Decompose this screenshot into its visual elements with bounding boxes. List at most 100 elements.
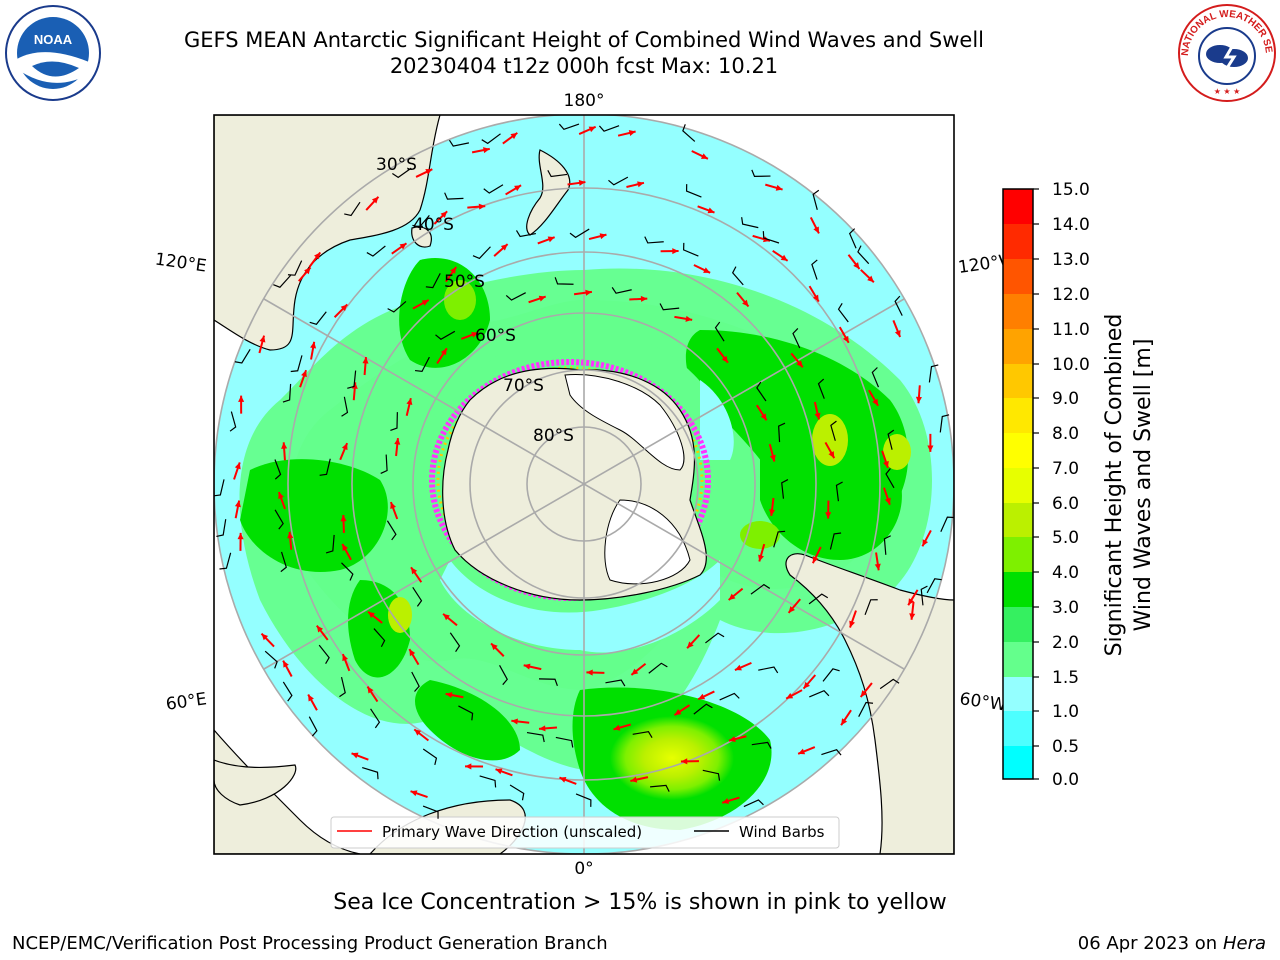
wind-barb: [390, 412, 398, 432]
wind-barb: [505, 292, 526, 301]
lat-label-60s: 60°S: [475, 326, 516, 346]
wind-barb: [829, 532, 842, 550]
colorbar-band: [1003, 677, 1033, 712]
wind-barb: [714, 321, 725, 342]
machine-name: Hera: [1222, 933, 1266, 954]
wave-direction-arrowhead: [927, 445, 934, 452]
wind-barb: [370, 708, 381, 729]
wind-barb: [569, 228, 590, 239]
colorbar-tick-label: 1.0: [1052, 702, 1079, 722]
wave-direction-arrowhead: [803, 681, 810, 689]
wave-direction-arrowhead: [495, 768, 503, 775]
wave-direction-arrowhead: [234, 462, 241, 470]
lat-label-40s: 40°S: [413, 215, 454, 235]
wind-barb: [871, 367, 880, 388]
map-panel: Primary Wave Direction (unscaled) Wind B…: [214, 115, 954, 854]
wave-direction-arrowhead: [342, 543, 349, 551]
colorbar-band: [1003, 329, 1033, 365]
wind-barb: [879, 678, 900, 690]
wave-direction-arrowhead: [538, 295, 546, 302]
wave-direction-arrowhead: [742, 299, 749, 307]
wind-barb: [741, 217, 759, 229]
wave-direction-arrowhead: [769, 454, 776, 462]
wind-barb: [309, 311, 327, 325]
colorbar-band: [1003, 189, 1033, 225]
colorbar-tick-label: 7.0: [1052, 459, 1079, 479]
wind-barb: [939, 414, 950, 433]
wave-direction-arrowhead: [471, 331, 479, 338]
date-text: 06 Apr 2023 on: [1077, 933, 1223, 954]
wind-barb: [750, 583, 771, 595]
wave-direction-arrowhead: [411, 567, 418, 575]
wind-barb: [444, 192, 464, 200]
latitude-labels: 30°S 40°S 50°S 60°S 70°S 80°S: [376, 155, 574, 446]
colorbar-band: [1003, 572, 1033, 608]
wave-direction-arrowhead: [788, 606, 796, 613]
wave-direction-arrowhead: [812, 294, 819, 302]
wave-direction-arrowhead: [599, 233, 607, 240]
wave-direction-arrowhead: [922, 539, 929, 547]
wind-barb: [412, 586, 423, 607]
lat-label-70s: 70°S: [503, 376, 544, 396]
wind-barb: [318, 644, 330, 665]
wind-barb: [319, 458, 331, 476]
wind-barb: [539, 678, 558, 687]
wind-barb: [705, 632, 725, 644]
wind-barb: [611, 287, 632, 294]
wind-barb: [894, 295, 903, 316]
wind-barb: [808, 593, 829, 605]
colorbar-band: [1003, 711, 1033, 747]
wind-barb: [644, 236, 664, 244]
colorbar: 15.0 14.0 13.0 12.0 11.0 10.0 9.0 8.0 7.0 6.0 5.0 4…: [1002, 180, 1090, 790]
wind-barb: [274, 459, 282, 480]
colorbar-band: [1003, 746, 1033, 780]
colorbar-tick-label: 12.0: [1052, 285, 1090, 305]
wind-barb: [719, 692, 740, 701]
wave-direction-arrowhead: [340, 304, 348, 312]
wind-barb: [685, 184, 702, 198]
wind-barb: [282, 681, 293, 702]
wave-direction-arrowhead: [578, 179, 586, 186]
wave-direction-arrowhead: [310, 341, 317, 349]
colorbar-tick-label: 0.0: [1052, 770, 1079, 790]
wave-direction-arrowhead: [680, 758, 688, 765]
credit-text: NCEP/EMC/Verification Post Processing Pr…: [12, 933, 608, 954]
wave-direction-arrowhead: [304, 267, 311, 275]
wave-direction-arrowhead: [440, 348, 447, 356]
wind-barb: [857, 245, 870, 265]
colorbar-tick-label: 10.0: [1052, 355, 1090, 375]
wind-barb: [608, 176, 629, 186]
wave-direction-arrowhead: [234, 500, 241, 508]
wave-direction-arrowhead: [884, 497, 891, 505]
colorbar-tick-label: 1.5: [1052, 668, 1079, 688]
wind-barb: [940, 516, 954, 532]
noaa-logo-text: NOAA: [34, 32, 73, 47]
wind-barb: [812, 189, 820, 210]
colorbar-band: [1003, 224, 1033, 260]
wind-barb: [821, 748, 842, 756]
wind-barb: [287, 260, 303, 276]
wind-barb: [515, 230, 536, 238]
wave-direction-arrowhead: [894, 330, 901, 338]
wave-direction-arrowhead: [769, 509, 776, 516]
wave-direction-arrowhead: [410, 790, 418, 797]
wave-direction-arrowhead: [259, 335, 266, 343]
wave-direction-arrowhead: [367, 686, 374, 694]
wind-barb: [809, 690, 830, 698]
wave-direction-arrowhead: [814, 412, 821, 420]
wave-direction-arrowhead: [514, 185, 522, 192]
wind-barb: [848, 228, 857, 249]
wind-barb: [781, 479, 789, 499]
wave-direction-arrowhead: [390, 502, 396, 510]
colorbar-label-line2: Wind Waves and Swell [m]: [1131, 339, 1156, 632]
map-subtitle: 20230404 t12z 000h fcst Max: 10.21: [389, 54, 779, 78]
colorbar-tick-label: 0.5: [1052, 737, 1079, 757]
wind-barb: [380, 454, 388, 474]
wind-barb: [811, 259, 818, 280]
wind-barb: [731, 266, 744, 286]
wind-barb: [864, 599, 878, 615]
wind-barb: [743, 799, 764, 808]
wave-direction-arrowhead: [523, 663, 531, 670]
wind-barb: [555, 736, 574, 748]
wave-direction-arrowhead: [813, 226, 819, 234]
